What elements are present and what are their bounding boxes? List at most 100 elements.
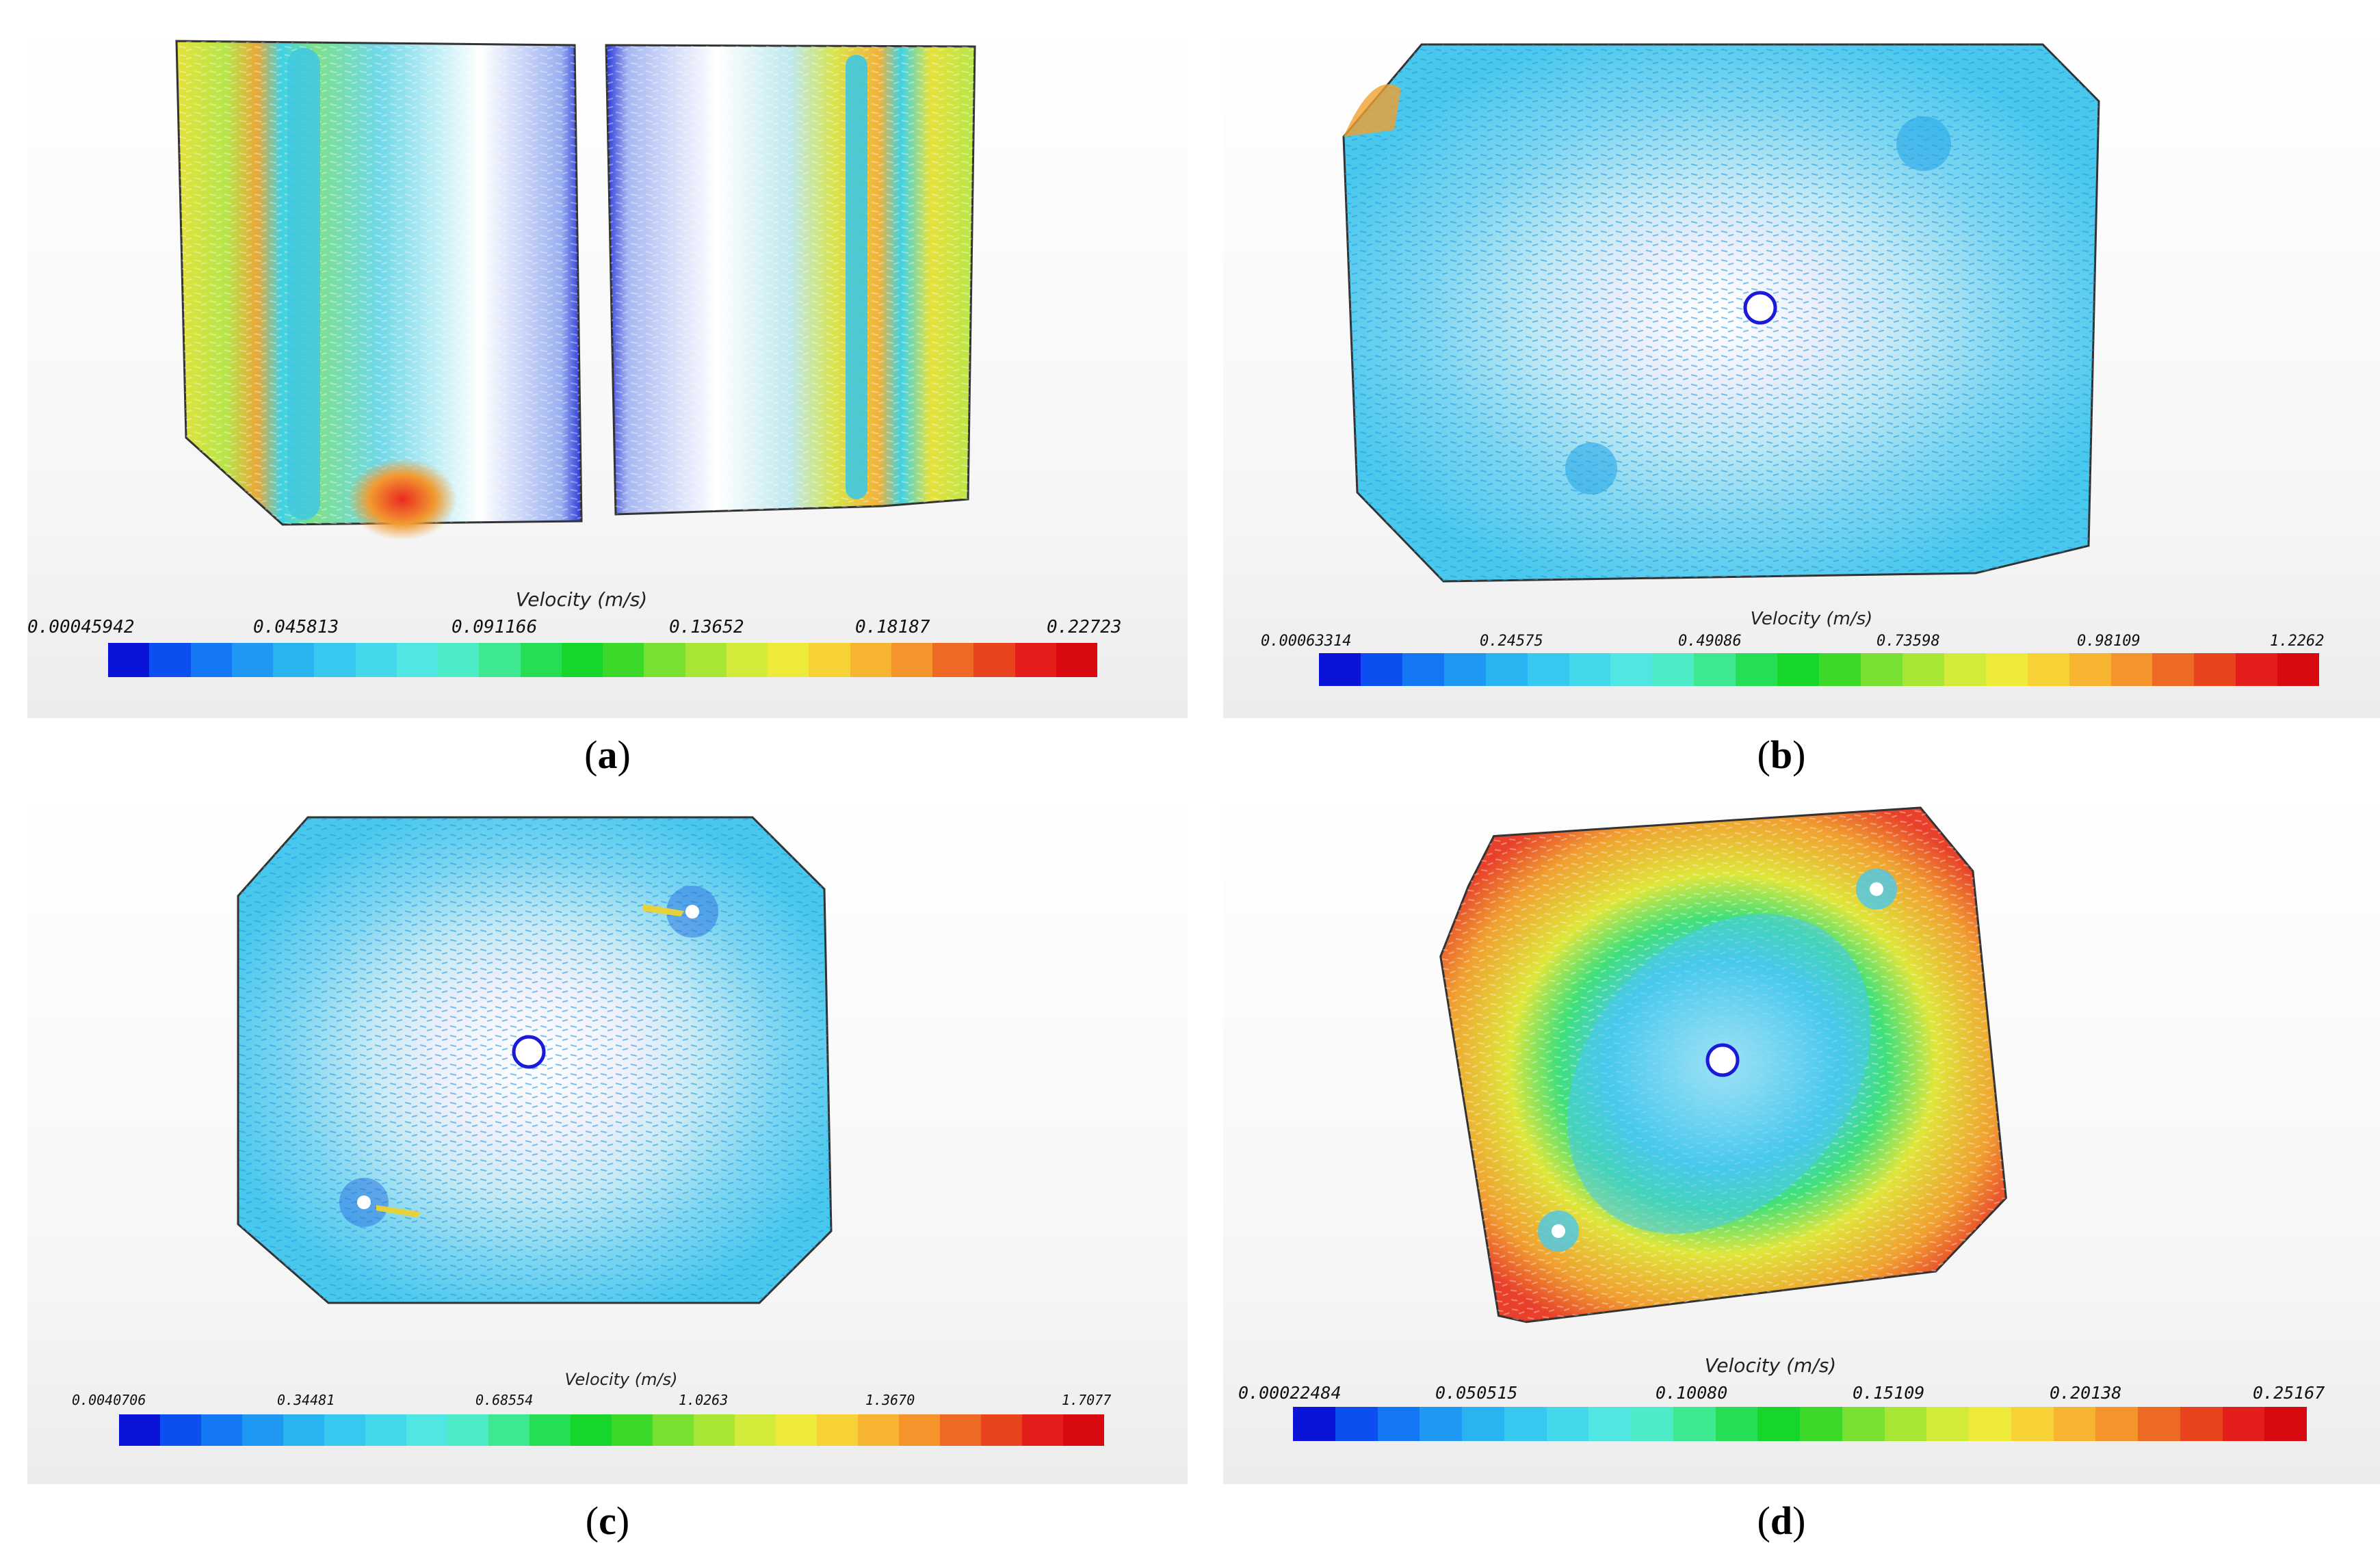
tick-label: 1.2262 [2270, 633, 2325, 650]
colorbar-segment [406, 1414, 447, 1446]
tick-label: 0.18187 [855, 617, 930, 637]
colorbar-segment [438, 643, 480, 677]
colorbar-segment [520, 643, 562, 677]
colorbar-segment [119, 1414, 160, 1446]
colorbar [1293, 1407, 2307, 1441]
colorbar-segment [1056, 643, 1097, 677]
tick-label: 0.00063314 [1261, 633, 1352, 650]
tick-label: 0.22723 [1047, 617, 1122, 637]
colorbar-segment [1715, 1407, 1758, 1441]
colorbar-segment [1736, 653, 1778, 686]
tick-label: 0.091166 [452, 617, 538, 637]
colorbar-segment [447, 1414, 488, 1446]
colorbar-segment [283, 1414, 324, 1446]
tick-label: 0.25167 [2253, 1383, 2325, 1403]
central-shaft-b [1743, 291, 1777, 325]
colorbar-segment [1694, 653, 1736, 686]
tick-label: 0.00045942 [27, 617, 135, 637]
colorbar-segment [1777, 653, 1820, 686]
colorbar-segment [190, 643, 232, 677]
velocity-field-d [1439, 806, 2007, 1323]
tick-label: 0.73598 [1876, 633, 1940, 650]
panel-c: Velocity (m/s) 0.0040706 0.34481 0.68554… [27, 793, 1188, 1484]
tick-label: 1.0263 [679, 1392, 729, 1408]
colorbar-segment [644, 643, 685, 677]
inlet-b-2 [1565, 443, 1617, 494]
tick-label: 1.3670 [865, 1392, 915, 1408]
colorbar-segment [201, 1414, 242, 1446]
colorbar-segment [932, 643, 974, 677]
central-shaft-c [512, 1035, 546, 1069]
colorbar-segment [1443, 653, 1486, 686]
colorbar-segment [1819, 653, 1861, 686]
tick-label: 0.15109 [1853, 1383, 1925, 1403]
colorbar-segment [1673, 1407, 1716, 1441]
colorbar-segment [2180, 1407, 2223, 1441]
colorbar-segment [149, 643, 191, 677]
colorbar-segment [1462, 1407, 1504, 1441]
colorbar-segment [2194, 653, 2236, 686]
colorbar-segment [1293, 1407, 1335, 1441]
colorbar [119, 1414, 1104, 1446]
colorbar-segment [1569, 653, 1611, 686]
tick-label: 0.68554 [475, 1392, 534, 1408]
colorbar-segment [653, 1414, 694, 1446]
colorbar-segment [2264, 1407, 2307, 1441]
colorbar-segment [1985, 653, 2028, 686]
colorbar-segment [1884, 1407, 1927, 1441]
colorbar-segment [1319, 653, 1361, 686]
colorbar-segment [1402, 653, 1444, 686]
colorbar-segment [1588, 1407, 1631, 1441]
tick-label: 0.0040706 [72, 1392, 146, 1408]
colorbar-segment [1360, 653, 1402, 686]
panel-a: Velocity (m/s) 0.00045942 0.045813 0.091… [27, 27, 1188, 718]
colorbar-segment [1969, 1407, 2011, 1441]
colorbar-segment [160, 1414, 201, 1446]
tick-label: 0.34481 [277, 1392, 335, 1408]
colorbar-segment [776, 1414, 817, 1446]
colorbar-segment [314, 643, 356, 677]
caption-a: (a) [584, 732, 631, 777]
colorbar-segment [1944, 653, 1986, 686]
legend-title: Velocity (m/s) [515, 588, 648, 611]
colorbar-segment [242, 1414, 283, 1446]
colorbar-segment [858, 1414, 899, 1446]
colorbar-segment [529, 1414, 571, 1446]
colorbar-segment [1610, 653, 1653, 686]
colorbar-segment [1800, 1407, 1842, 1441]
colorbar [108, 643, 1097, 677]
colorbar-segment [1860, 653, 1902, 686]
colorbar-segment [2069, 653, 2111, 686]
colorbar-segment [1902, 653, 1944, 686]
colorbar-segment [612, 1414, 653, 1446]
colorbar-segment [891, 643, 932, 677]
colorbar-segment [365, 1414, 406, 1446]
colorbar-segment [2110, 653, 2153, 686]
tick-label: 0.050515 [1435, 1383, 1518, 1403]
legend-title: Velocity (m/s) [1750, 609, 1873, 629]
colorbar-segment [694, 1414, 735, 1446]
colorbar-segment [726, 643, 768, 677]
tick-label: 0.20138 [2050, 1383, 2122, 1403]
colorbar-segment [1631, 1407, 1673, 1441]
velocity-field-b [1342, 43, 2100, 583]
colorbar-segment [973, 643, 1015, 677]
colorbar-segment [981, 1414, 1022, 1446]
colorbar-segment [850, 643, 891, 677]
colorbar-segment [1757, 1407, 1800, 1441]
tick-label: 0.49086 [1678, 633, 1742, 650]
tick-label: 0.045813 [253, 617, 339, 637]
panel-d: Velocity (m/s) 0.00022484 0.050515 0.100… [1223, 793, 2380, 1484]
caption-c: (c) [585, 1498, 630, 1543]
colorbar-segment [324, 1414, 365, 1446]
colorbar-segment [2027, 653, 2069, 686]
tick-label: 0.24575 [1480, 633, 1543, 650]
colorbar-segment [685, 643, 727, 677]
tick-label: 0.13652 [669, 617, 744, 637]
legend-title: Velocity (m/s) [1704, 1354, 1837, 1377]
colorbar-segment [355, 643, 397, 677]
colorbar-segment [561, 643, 603, 677]
tick-label: 1.7077 [1062, 1392, 1112, 1408]
colorbar-segment [1015, 643, 1056, 677]
caption-b: (b) [1757, 732, 1806, 777]
